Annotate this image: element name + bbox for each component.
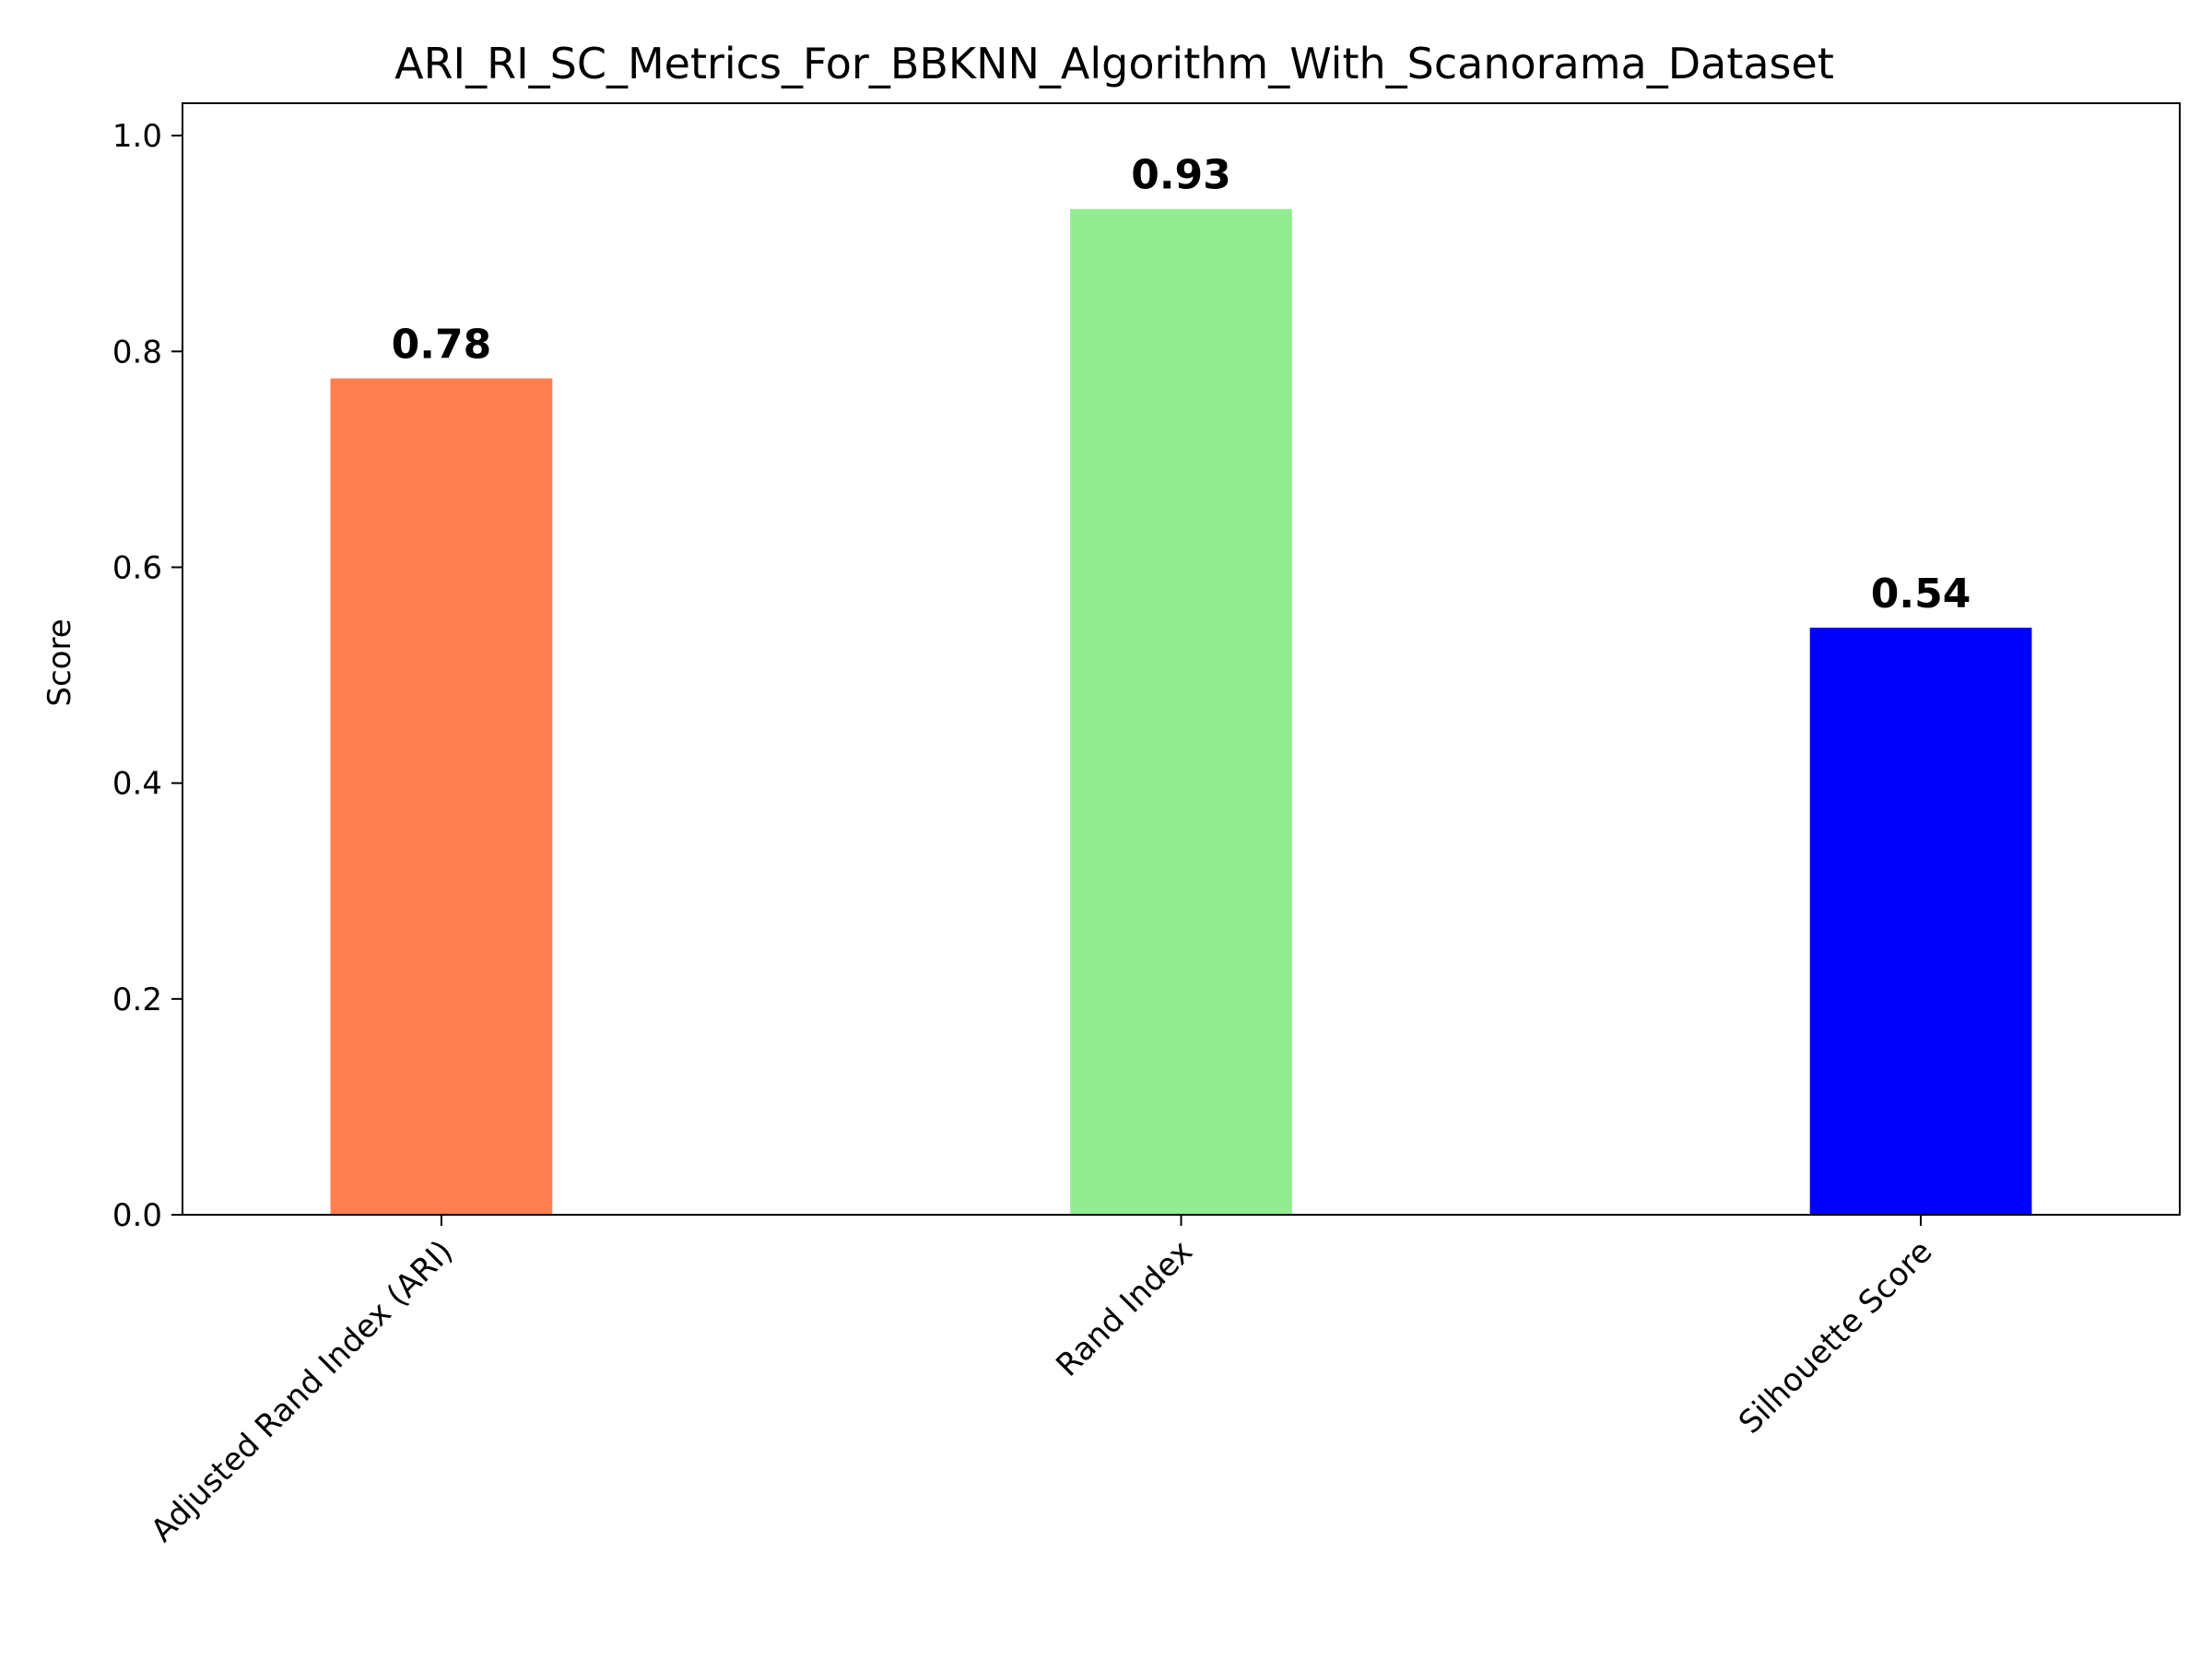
bars-layer xyxy=(330,208,2032,1216)
value-labels-layer: 0.78 0.93 0.54 xyxy=(392,152,1971,618)
y-tick-label-1: 0.0 xyxy=(112,1197,162,1234)
chart-title: ARI_RI_SC_Metrics_For_BBKNN_Algorithm_Wi… xyxy=(394,39,1834,88)
x-tick-label-1: Adjusted Rand Index (ARI) xyxy=(144,1233,460,1549)
bar-1 xyxy=(330,378,553,1215)
y-axis-label: Score xyxy=(41,618,78,706)
value-label-3: 0.54 xyxy=(1871,571,1971,618)
y-tick-label-5: 0.8 xyxy=(112,334,162,371)
x-tick-label-2: Rand Index xyxy=(1049,1233,1200,1384)
y-tick-label-4: 0.6 xyxy=(112,549,162,586)
plot-frame xyxy=(182,102,2181,1216)
bar-2 xyxy=(1070,208,1292,1216)
x-tick-label-3: Silhouette Score xyxy=(1732,1233,1940,1441)
value-label-1: 0.78 xyxy=(392,322,492,369)
y-tick-label-6: 1.0 xyxy=(112,118,162,155)
y-tick-label-2: 0.2 xyxy=(112,982,162,1018)
bar-3 xyxy=(1809,628,2032,1215)
value-label-2: 0.93 xyxy=(1131,152,1231,199)
y-tick-label-3: 0.4 xyxy=(112,766,162,803)
